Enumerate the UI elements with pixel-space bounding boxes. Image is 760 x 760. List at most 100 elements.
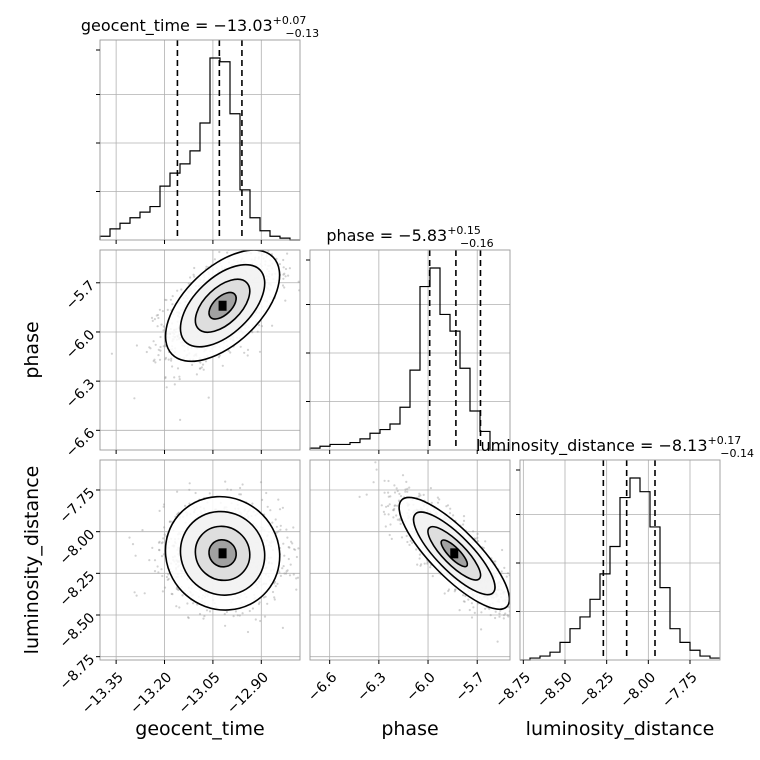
scatter-point [238, 493, 241, 496]
scatter-point [383, 491, 386, 494]
scatter-point [161, 541, 164, 544]
scatter-point [281, 506, 284, 509]
scatter-point [429, 487, 432, 490]
scatter-point [404, 488, 407, 491]
scatter-point [275, 525, 278, 528]
scatter-point [417, 495, 420, 498]
scatter-point [426, 561, 429, 564]
x-tick-label-luminosity_distance: −8.25 [576, 669, 618, 711]
scatter-point [282, 565, 285, 568]
scatter-point [143, 592, 146, 595]
scatter-point [264, 595, 267, 598]
scatter-point [157, 541, 161, 544]
scatter-point [405, 480, 408, 483]
density-peak [218, 548, 227, 559]
scatter-point [507, 606, 510, 609]
scatter-point [448, 511, 452, 515]
scatter-point [399, 495, 403, 498]
scatter-point [304, 265, 306, 267]
scatter-point [193, 266, 196, 270]
scatter-point [392, 509, 395, 512]
scatter-point [388, 503, 391, 506]
scatter-point [436, 501, 440, 504]
scatter-point [387, 479, 390, 483]
scatter-point [265, 491, 268, 495]
scatter-point [243, 351, 246, 354]
scatter-point [294, 548, 297, 551]
y-tick-label-phase: −6.6 [63, 425, 98, 460]
scatter-point [153, 570, 157, 573]
scatter-point [275, 247, 277, 249]
scatter-point [500, 570, 503, 573]
scatter-point [191, 363, 194, 366]
scatter-point [176, 289, 179, 292]
scatter-point [135, 594, 138, 597]
scatter-point [393, 484, 396, 487]
scatter-point [398, 492, 401, 495]
y-tick-label-phase: −6.0 [63, 327, 98, 362]
scatter-point [187, 282, 190, 285]
scatter-point [170, 592, 173, 596]
scatter-point [396, 504, 399, 507]
density-peak [450, 548, 459, 559]
scatter-point [232, 615, 235, 618]
scatter-point [395, 487, 398, 490]
scatter-point [239, 493, 242, 496]
scatter-point [274, 518, 277, 521]
scatter-point [279, 574, 282, 578]
hist-step-geocent_time [99, 57, 300, 241]
scatter-point [383, 479, 386, 482]
scatter-point [388, 533, 391, 537]
x-tick-label-luminosity_distance: −8.75 [492, 669, 534, 711]
scatter-point [467, 598, 470, 601]
scatter-point [401, 474, 405, 477]
scatter-point [418, 553, 421, 556]
y-tick-label-luminosity_distance: −8.00 [57, 527, 99, 569]
scatter-point [152, 359, 155, 363]
scatter-point [438, 498, 441, 501]
x-axis-label-luminosity_distance: luminosity_distance [526, 718, 715, 740]
scatter-point [285, 572, 288, 575]
scatter-point [286, 569, 289, 572]
scatter-point [149, 347, 152, 350]
scatter-point [163, 345, 166, 348]
scatter-point [484, 607, 487, 610]
scatter-point [213, 258, 216, 261]
scatter-point [488, 607, 491, 611]
scatter-point [291, 542, 294, 545]
scatter-point [162, 329, 165, 332]
scatter-point [506, 572, 509, 575]
scatter-point [148, 559, 151, 562]
scatter-point [393, 504, 396, 507]
scatter-point [271, 324, 274, 327]
scatter-point [277, 530, 280, 533]
scatter-point [217, 356, 220, 359]
scatter-point [276, 582, 279, 585]
scatter-point [153, 318, 156, 321]
scatter-point [284, 275, 287, 278]
scatter-point [187, 616, 190, 620]
scatter-point [420, 563, 423, 566]
scatter-point [292, 526, 295, 529]
scatter-point [296, 576, 300, 579]
scatter-point [248, 609, 251, 613]
scatter-point [275, 531, 278, 534]
scatter-point [392, 508, 395, 512]
scatter-point [161, 310, 164, 313]
scatter-point [282, 273, 285, 276]
scatter-point [133, 397, 136, 400]
scatter-point [184, 504, 187, 507]
scatter-point [406, 487, 409, 490]
scatter-point [205, 609, 209, 612]
panel-frame [519, 459, 721, 661]
y-tick-label-phase: −5.7 [63, 278, 98, 313]
hist-title-luminosity_distance: luminosity_distance = −8.13+0.17 −0.14 [476, 434, 754, 460]
y-tick-label-luminosity_distance: −8.75 [57, 652, 99, 694]
scatter-point [281, 230, 283, 232]
scatter-point [539, 618, 541, 620]
scatter-point [502, 617, 505, 620]
scatter-point [161, 590, 164, 593]
scatter-point [163, 586, 167, 589]
scatter-point [266, 505, 269, 508]
